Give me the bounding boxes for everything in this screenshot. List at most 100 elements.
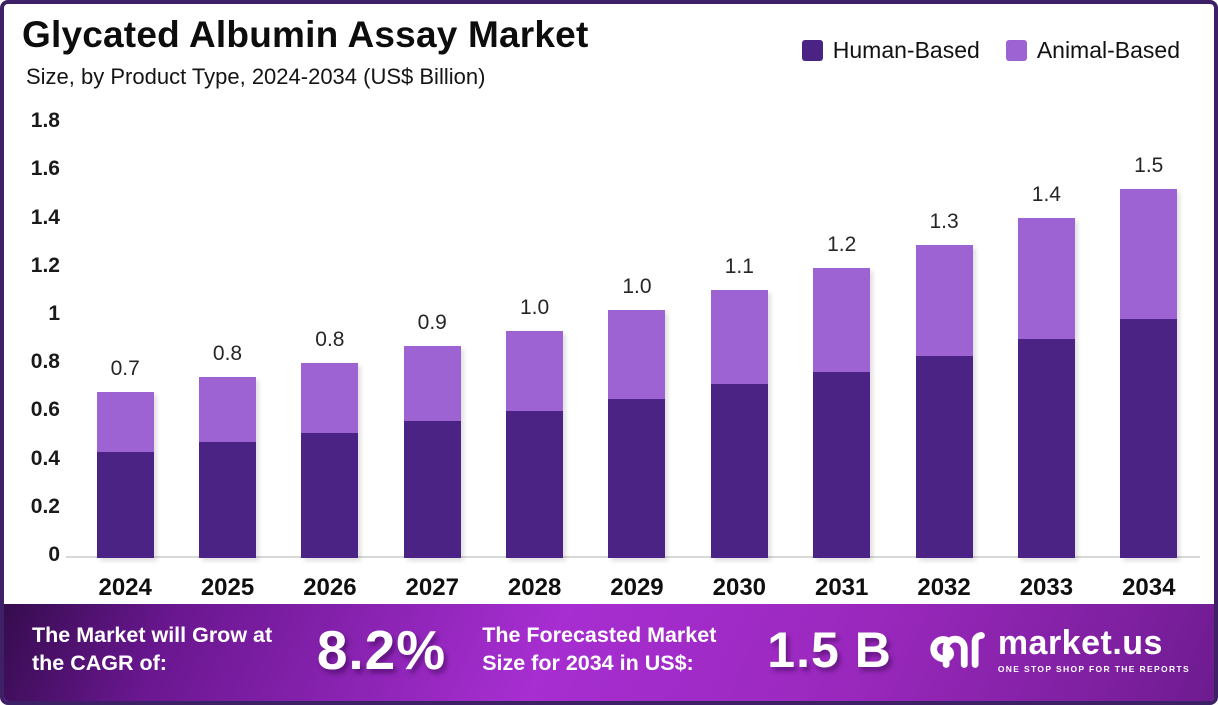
bar-stack-2029[interactable]: [608, 310, 666, 558]
bar-total-label: 1.5: [1134, 154, 1164, 177]
segment-animal-based[interactable]: [403, 346, 461, 421]
segment-human-based[interactable]: [1120, 319, 1178, 558]
segment-animal-based[interactable]: [915, 245, 973, 356]
marketus-logo[interactable]: market.us ONE STOP SHOP FOR THE REPORTS: [928, 626, 1190, 674]
legend-swatch-icon: [1005, 40, 1027, 61]
bar-stack-2033[interactable]: [1017, 218, 1075, 558]
y-tick-label: 0.4: [30, 446, 60, 470]
segment-human-based[interactable]: [710, 384, 768, 558]
bar-group-2029: 1.0: [586, 275, 688, 558]
bar-stack-2025[interactable]: [199, 377, 257, 558]
bar-group-2025: 0.8: [177, 342, 279, 558]
x-tick-label-2027: 2027: [405, 574, 459, 601]
x-tick-label-2029: 2029: [610, 574, 664, 601]
segment-animal-based[interactable]: [199, 377, 257, 442]
marketus-logo-icon: [930, 631, 985, 668]
segment-human-based[interactable]: [199, 442, 257, 558]
segment-human-based[interactable]: [403, 421, 461, 558]
cagr-fact: The Market will Grow at the CAGR of: 8.2…: [32, 618, 446, 682]
bar-stack-2028[interactable]: [506, 331, 564, 558]
bar-total-label: 1.1: [724, 255, 754, 278]
bars-row: 0.7 0.8 0.8 0.9 1.0 1.0 1.1 1.2 1.3 1.4 1.5: [74, 112, 1200, 558]
x-tick-label-2024: 2024: [98, 574, 152, 601]
x-tick-label-2031: 2031: [814, 574, 869, 601]
bar-group-2027: 0.9: [381, 311, 483, 558]
bar-stack-2024[interactable]: [96, 392, 154, 558]
segment-animal-based[interactable]: [301, 363, 359, 433]
y-tick-label: 1.6: [30, 157, 60, 181]
legend-swatch-icon: [801, 40, 823, 61]
bar-stack-2030[interactable]: [710, 290, 768, 558]
bar-total-label: 0.8: [212, 342, 243, 365]
y-tick-label: 0.6: [30, 398, 60, 422]
bar-group-2032: 1.3: [893, 210, 995, 558]
forecast-fact: The Forecasted Market Size for 2034 in U…: [482, 621, 892, 679]
bar-group-2024: 0.7: [74, 357, 176, 558]
x-tick-label-2028: 2028: [507, 574, 562, 601]
y-tick-label: 1.4: [30, 205, 60, 229]
segment-human-based[interactable]: [1017, 339, 1075, 558]
forecast-value: 1.5 B: [767, 621, 892, 678]
bar-group-2026: 0.8: [279, 328, 381, 558]
bar-stack-2027[interactable]: [403, 346, 461, 558]
bar-total-label: 1.0: [622, 275, 652, 298]
bar-total-label: 0.9: [417, 311, 447, 334]
x-tick-label-2033: 2033: [1019, 574, 1074, 601]
legend-item-human-based[interactable]: Human-Based: [801, 37, 980, 64]
page-title: Glycated Albumin Assay Market: [22, 14, 589, 55]
bar-stack-2031[interactable]: [813, 268, 871, 558]
segment-human-based[interactable]: [915, 356, 973, 558]
bar-group-2031: 1.2: [791, 233, 893, 558]
segment-animal-based[interactable]: [813, 268, 871, 372]
brand-name: market.us: [997, 623, 1163, 662]
y-tick-label: 1: [48, 302, 60, 325]
segment-human-based[interactable]: [506, 411, 564, 558]
footer-banner: The Market will Grow at the CAGR of: 8.2…: [4, 604, 1214, 701]
x-axis-labels: 2024 2025 2026 2027 2028 2029 2030 2031 2032 2033…: [74, 574, 1200, 602]
legend-item-animal-based[interactable]: Animal-Based: [1005, 37, 1180, 64]
x-tick-label-2026: 2026: [303, 574, 357, 601]
bar-total-label: 1.3: [929, 210, 959, 233]
y-tick-label: 1.8: [30, 109, 60, 133]
segment-human-based[interactable]: [301, 433, 359, 558]
segment-animal-based[interactable]: [710, 290, 768, 384]
x-tick-label-2025: 2025: [200, 574, 255, 601]
segment-animal-based[interactable]: [96, 392, 154, 452]
bar-total-label: 1.0: [520, 296, 550, 319]
bar-group-2034: 1.5: [1098, 154, 1200, 558]
segment-animal-based[interactable]: [506, 331, 564, 411]
bar-total-label: 0.7: [110, 357, 140, 380]
bar-group-2028: 1.0: [484, 296, 586, 558]
segment-human-based[interactable]: [96, 452, 154, 558]
y-tick-label: 0.2: [30, 494, 60, 518]
cagr-value: 8.2%: [316, 618, 447, 681]
bar-group-2033: 1.4: [995, 183, 1097, 558]
bar-group-2030: 1.1: [688, 255, 790, 558]
segment-animal-based[interactable]: [1017, 218, 1075, 339]
brand-tagline: ONE STOP SHOP FOR THE REPORTS: [997, 663, 1190, 674]
bar-total-label: 1.2: [827, 233, 857, 256]
legend-label: Human-Based: [832, 37, 980, 63]
cagr-label: The Market will Grow at the CAGR of:: [32, 622, 273, 675]
bar-stack-2034[interactable]: [1120, 189, 1178, 558]
segment-animal-based[interactable]: [608, 310, 666, 399]
y-tick-label: 1.2: [30, 253, 60, 277]
forecast-label: The Forecasted Market Size for 2034 in U…: [482, 622, 717, 675]
stacked-bar-chart: 1.8 1.6 1.4 1.2 1 0.8 0.6 0.4 0.2 0 0.7 0.8 0.8 0.9 1…: [4, 4, 1214, 701]
legend-label: Animal-Based: [1036, 37, 1180, 63]
bar-stack-2032[interactable]: [915, 245, 973, 558]
y-tick-label: 0: [48, 543, 60, 566]
page-subtitle: Size, by Product Type, 2024-2034 (US$ Bi…: [26, 64, 486, 89]
segment-human-based[interactable]: [813, 372, 871, 558]
x-tick-label-2034: 2034: [1122, 574, 1176, 601]
segment-animal-based[interactable]: [1120, 189, 1178, 319]
bar-stack-2026[interactable]: [301, 363, 359, 558]
bar-total-label: 1.4: [1031, 183, 1061, 206]
x-tick-label-2032: 2032: [917, 574, 971, 601]
segment-human-based[interactable]: [608, 399, 666, 558]
x-tick-label-2030: 2030: [712, 574, 767, 601]
y-tick-label: 0.8: [30, 350, 60, 374]
chart-legend: Human-Based Animal-Based: [801, 37, 1180, 64]
bar-total-label: 0.8: [315, 328, 345, 351]
